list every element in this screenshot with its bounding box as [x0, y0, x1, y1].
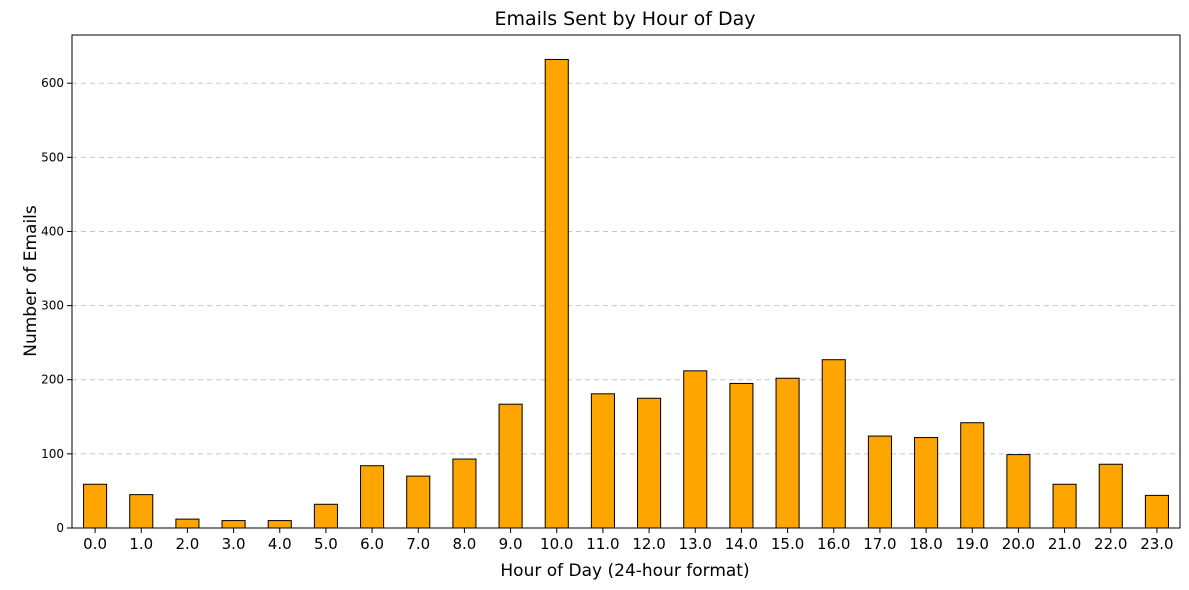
bar-1.0 — [129, 494, 154, 529]
bar-13.0 — [683, 370, 708, 529]
y-tick-label: 500 — [41, 150, 64, 164]
x-tick-label: 8.0 — [452, 535, 476, 553]
x-tick-label: 9.0 — [499, 535, 523, 553]
bar-7.0 — [406, 475, 431, 529]
bar-14.0 — [729, 382, 754, 529]
bar-6.0 — [360, 465, 385, 529]
y-tick-label: 400 — [41, 224, 64, 238]
bar-21.0 — [1052, 483, 1077, 529]
plot-frame — [71, 34, 1181, 529]
x-axis: 0.0 1.0 2.0 3.0 4.0 5.0 6.0 7.0 8.0 9.0 10.0 11.0 12… — [83, 528, 1174, 553]
bar-2.0 — [175, 518, 200, 529]
bar-15.0 — [775, 377, 800, 529]
x-tick-label: 2.0 — [175, 535, 199, 553]
x-tick-label: 16.0 — [817, 535, 850, 553]
bar-5.0 — [313, 503, 338, 529]
y-tick-label: 300 — [41, 299, 64, 313]
bars — [83, 58, 1169, 529]
bar-8.0 — [452, 458, 477, 529]
x-tick-label: 15.0 — [771, 535, 804, 553]
x-tick-label: 5.0 — [314, 535, 338, 553]
x-tick-label: 3.0 — [222, 535, 246, 553]
x-tick-label: 0.0 — [83, 535, 107, 553]
bar-10.0 — [544, 58, 569, 529]
x-tick-label: 23.0 — [1140, 535, 1173, 553]
x-tick-label: 20.0 — [1002, 535, 1035, 553]
bar-18.0 — [914, 437, 939, 529]
bar-23.0 — [1144, 494, 1169, 529]
x-axis-label: Hour of Day (24-hour format) — [500, 561, 749, 581]
x-tick-label: 6.0 — [360, 535, 384, 553]
x-tick-label: 11.0 — [586, 535, 619, 553]
y-tick-label: 200 — [41, 373, 64, 387]
bar-17.0 — [867, 435, 892, 529]
y-tick-label: 600 — [41, 76, 64, 90]
x-tick-label: 19.0 — [956, 535, 989, 553]
bar-0.0 — [83, 483, 108, 529]
x-tick-label: 17.0 — [863, 535, 896, 553]
bar-16.0 — [821, 359, 846, 529]
bar-3.0 — [221, 520, 246, 529]
x-tick-label: 12.0 — [632, 535, 665, 553]
y-axis: 0 100 200 300 400 500 600 — [41, 76, 72, 535]
x-tick-label: 13.0 — [679, 535, 712, 553]
bar-22.0 — [1098, 463, 1123, 529]
bar-11.0 — [590, 393, 615, 529]
bar-9.0 — [498, 403, 523, 529]
x-tick-label: 18.0 — [909, 535, 942, 553]
x-tick-label: 22.0 — [1094, 535, 1127, 553]
bar-20.0 — [1006, 454, 1031, 529]
grid — [72, 82, 1180, 455]
bar-12.0 — [637, 397, 662, 529]
bar-19.0 — [960, 422, 985, 529]
x-tick-label: 7.0 — [406, 535, 430, 553]
x-tick-label: 4.0 — [268, 535, 292, 553]
x-tick-label: 14.0 — [725, 535, 758, 553]
y-tick-label: 100 — [41, 447, 64, 461]
x-tick-label: 21.0 — [1048, 535, 1081, 553]
y-tick-label: 0 — [56, 521, 64, 535]
x-tick-label: 1.0 — [129, 535, 153, 553]
chart-title: Emails Sent by Hour of Day — [495, 8, 756, 30]
y-axis-label: Number of Emails — [21, 205, 41, 357]
x-tick-label: 10.0 — [540, 535, 573, 553]
bar-4.0 — [267, 520, 292, 529]
